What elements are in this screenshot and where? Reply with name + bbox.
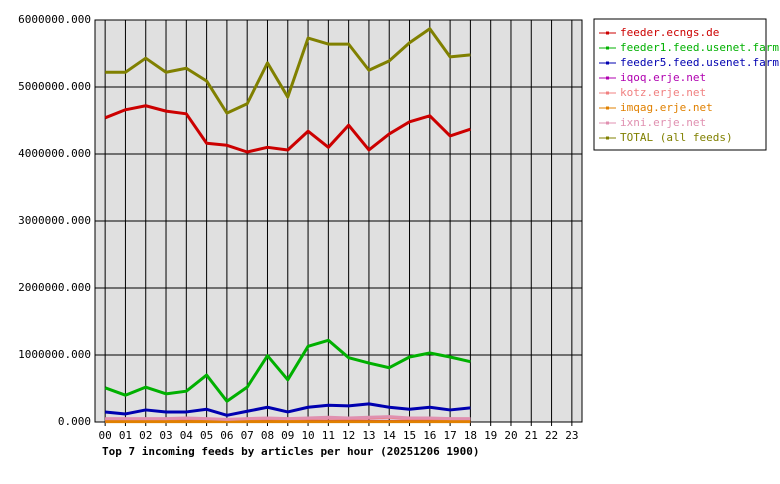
x-tick-label: 21 [525,429,538,442]
legend-dot [606,76,609,80]
x-tick-label: 19 [484,429,497,442]
x-tick-label: 23 [565,429,578,442]
y-tick-label: 6000000.000 [18,13,91,26]
legend-box [593,18,767,151]
x-tick-label: 16 [423,429,436,442]
y-tick-label: 5000000.000 [18,80,91,93]
chart-title: Top 7 incoming feeds by articles per hou… [102,445,480,458]
x-tick-label: 17 [443,429,456,442]
y-tick-label: 0.000 [58,415,91,428]
legend-label: kotz.erje.net [620,86,706,99]
legend-dot [606,61,609,65]
x-tick-label: 05 [200,429,213,442]
legend-dot [606,91,609,95]
legend-label: iqoq.erje.net [620,71,706,84]
x-tick-label: 00 [99,429,112,442]
legend-dot [606,31,609,35]
legend-label: feeder.ecngs.de [620,26,719,39]
legend-dot [606,121,609,125]
legend-dot [606,106,609,110]
series-line [104,402,471,417]
y-tick-label: 3000000.000 [18,214,91,227]
x-tick-label: 11 [322,429,335,442]
x-tick-label: 10 [301,429,314,442]
x-tick-label: 08 [261,429,274,442]
series-line [105,27,471,115]
x-tick-label: 04 [180,429,194,442]
legend-label: imqag.erje.net [620,101,713,114]
legend-label: feeder1.feed.usenet.farm [620,41,779,54]
x-tick-label: 22 [545,429,558,442]
series-line [104,104,471,154]
x-tick-label: 03 [159,429,172,442]
x-tick-label: 09 [281,429,294,442]
x-tick-label: 14 [383,429,397,442]
series-line [105,415,471,421]
x-tick-label: 13 [362,429,375,442]
x-tick-label: 01 [119,429,132,442]
x-tick-label: 07 [241,429,254,442]
legend-dot [606,46,609,50]
y-tick-label: 2000000.000 [18,281,91,294]
legend-label: ixni.erje.net [620,116,706,129]
x-tick-label: 02 [139,429,152,442]
x-tick-label: 12 [342,429,355,442]
x-tick-label: 06 [220,429,233,442]
legend-label: TOTAL (all feeds) [620,131,733,144]
y-tick-label: 4000000.000 [18,147,91,160]
x-tick-label: 18 [464,429,477,442]
y-tick-label: 1000000.000 [18,348,91,361]
series-line [104,338,471,403]
legend-dot [606,136,609,140]
legend-label: feeder5.feed.usenet.farm [620,56,779,69]
x-tick-label: 20 [504,429,517,442]
x-tick-label: 15 [403,429,416,442]
